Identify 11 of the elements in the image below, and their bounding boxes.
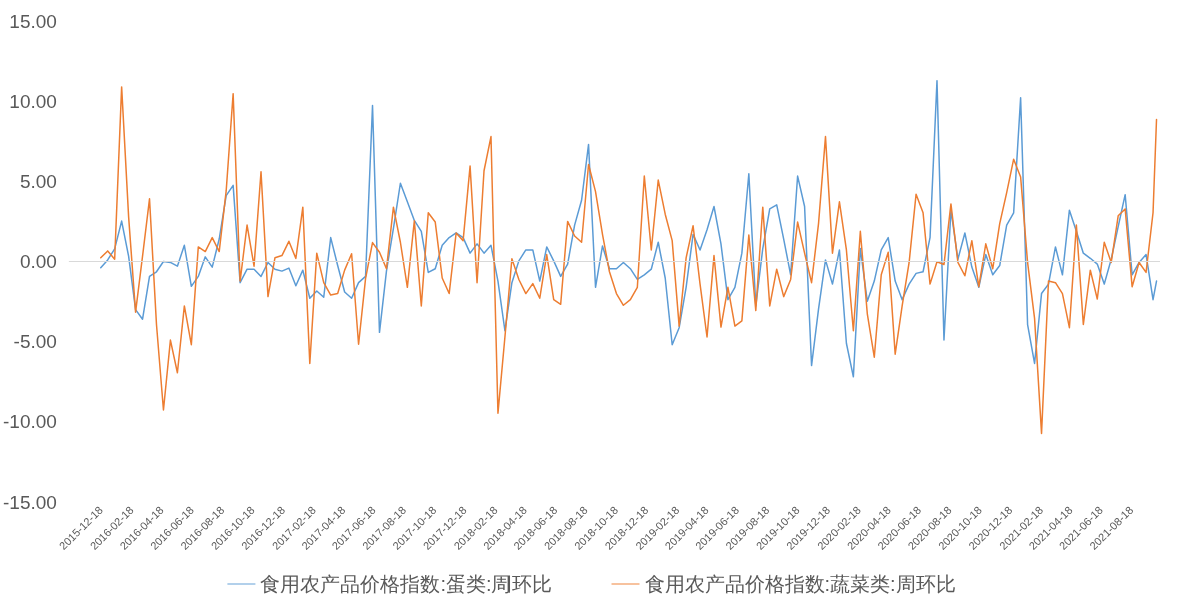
y-tick-label: 15.00 bbox=[9, 10, 57, 32]
y-tick-label: 5.00 bbox=[19, 170, 57, 192]
y-tick-label: -5.00 bbox=[13, 331, 57, 353]
y-tick-label: 10.00 bbox=[9, 90, 57, 112]
y-tick-label: -10.00 bbox=[3, 411, 57, 433]
legend-label: 食用农产品价格指数:蛋类:周环比 bbox=[260, 573, 552, 595]
line-series bbox=[99, 79, 1158, 378]
y-tick-label: -15.00 bbox=[3, 491, 57, 513]
line-series bbox=[99, 86, 1158, 435]
legend-label: 食用农产品价格指数:蔬菜类:周环比 bbox=[644, 573, 956, 595]
y-tick-label: 0.00 bbox=[19, 251, 57, 272]
